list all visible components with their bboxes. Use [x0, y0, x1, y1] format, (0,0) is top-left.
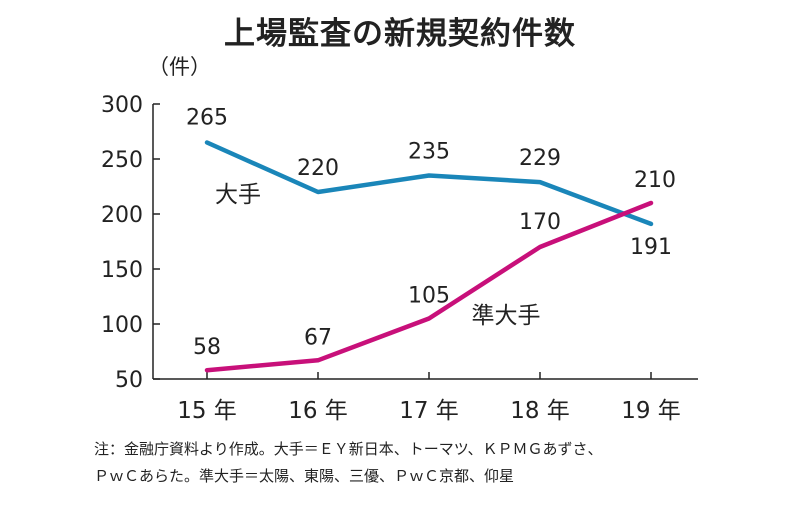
data-label: 220 [297, 156, 339, 181]
data-label: 265 [186, 106, 228, 131]
axes [152, 104, 698, 380]
x-axis-ticks: 15 年 16 年 17 年 18 年 19 年 [177, 372, 681, 424]
x-tick-label: 15 年 [177, 398, 237, 424]
y-tick-label: 250 [101, 148, 143, 173]
y-tick-label: 200 [101, 203, 143, 228]
data-label: 229 [519, 146, 561, 171]
y-tick-label: 100 [101, 313, 143, 338]
data-label: 170 [519, 210, 561, 235]
series-line [204, 200, 654, 373]
series-line [204, 140, 654, 227]
x-tick-label: 17 年 [399, 398, 459, 424]
data-label: 235 [408, 140, 450, 165]
y-tick-label: 50 [115, 368, 143, 393]
chart-title: 上場監査の新規契約件数 [224, 16, 576, 52]
series-name-label: 準大手 [472, 303, 541, 329]
y-tick-label: 150 [101, 258, 143, 283]
data-labels: 265 220 235 229 191 58 67 105 170 210 [186, 106, 676, 361]
series-name-label: 大手 [215, 182, 261, 208]
data-label: 191 [630, 235, 672, 260]
source-note-line-1: 注：金融庁資料より作成。大手＝ＥＹ新日本、トーマツ、ＫＰＭＧあずさ、 [94, 440, 603, 458]
data-label: 105 [408, 284, 450, 309]
y-axis-ticks: 50 100 150 200 250 300 [101, 93, 160, 393]
series-lines [204, 140, 654, 373]
source-note-line-2: ＰｗＣあらた。準大手＝太陽、東陽、三優、ＰｗＣ京都、仰星 [94, 467, 515, 485]
x-tick-label: 19 年 [621, 398, 681, 424]
x-tick-label: 18 年 [510, 398, 570, 424]
x-tick-label: 16 年 [288, 398, 348, 424]
y-tick-label: 300 [101, 93, 143, 118]
y-axis-unit-label: （件） [148, 55, 211, 79]
data-label: 58 [193, 335, 221, 360]
data-label: 210 [634, 168, 676, 193]
data-label: 67 [304, 325, 332, 350]
